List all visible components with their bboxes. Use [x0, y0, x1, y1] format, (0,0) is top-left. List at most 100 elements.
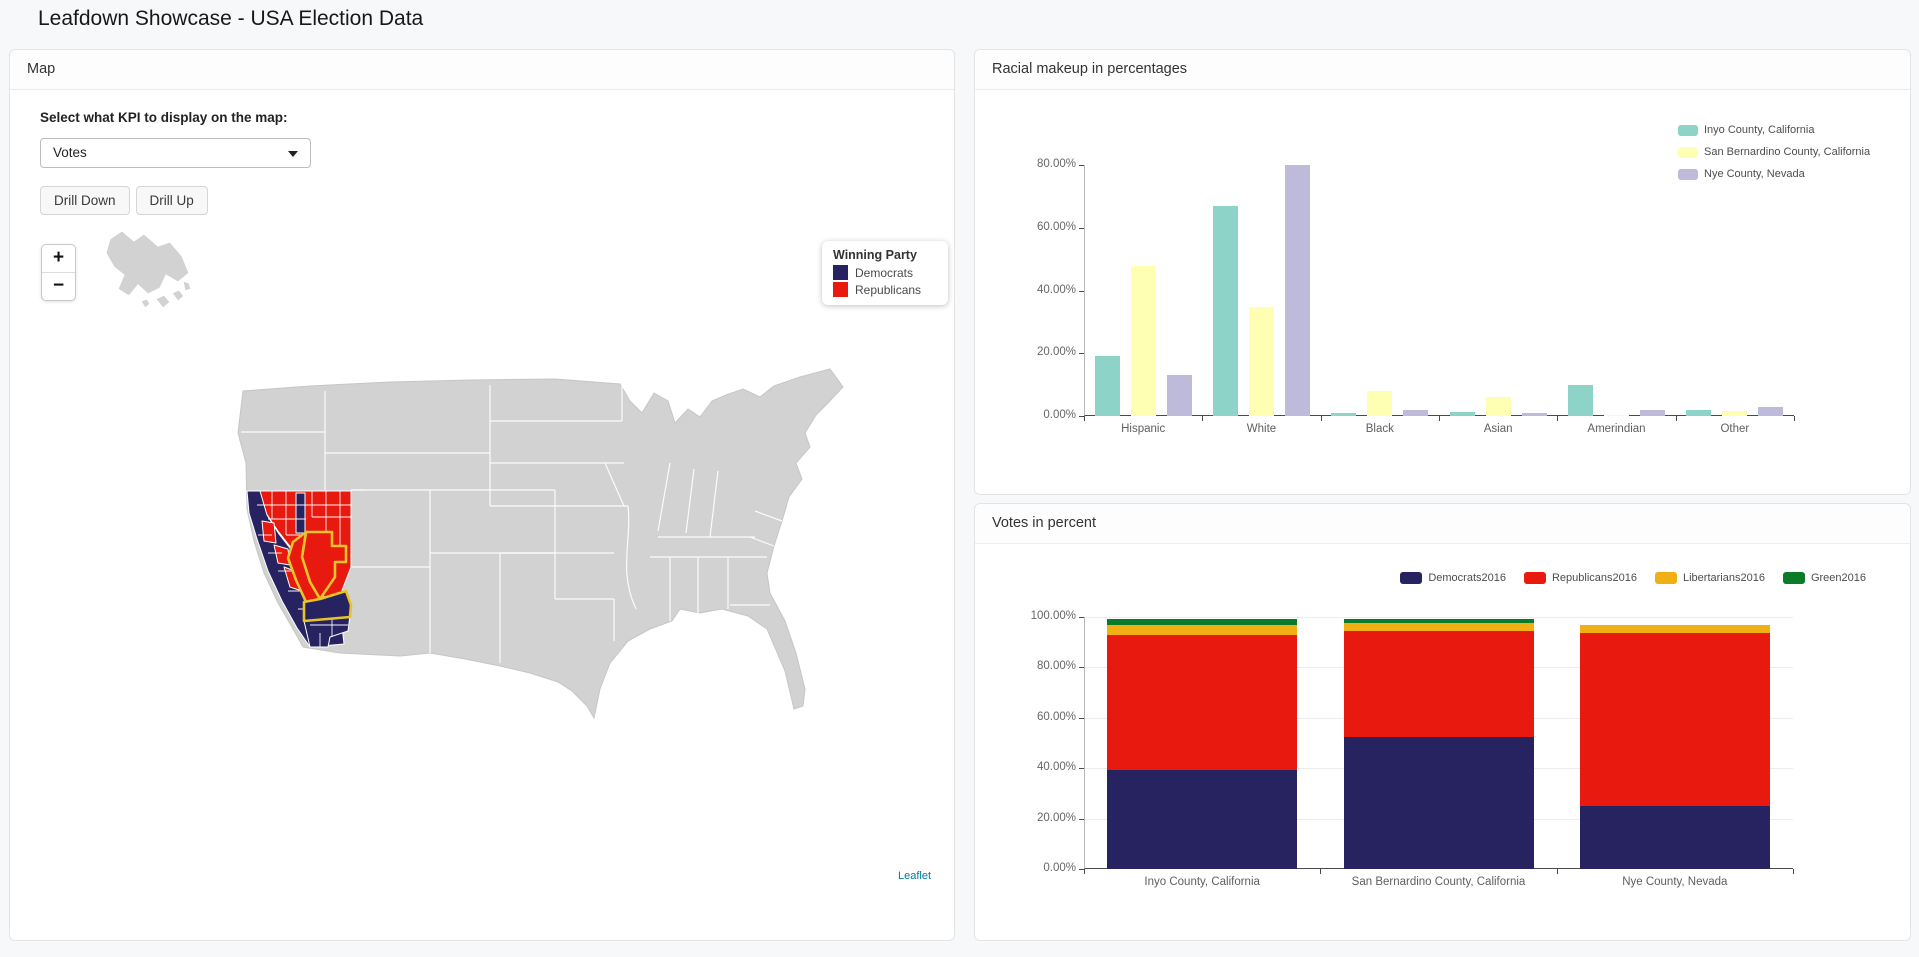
county-republican-valley-1[interactable]: [261, 520, 277, 544]
bar-white-3[interactable]: [1285, 165, 1310, 416]
y-axis-tick: [1079, 416, 1084, 417]
y-axis-tick-label: 40.00%: [1036, 761, 1076, 774]
chart-legend-item[interactable]: Democrats2016: [1400, 572, 1506, 584]
chart-legend-item[interactable]: Nye County, Nevada: [1678, 168, 1805, 180]
bar-asian-1[interactable]: [1449, 411, 1475, 416]
stack-segment-democrats2016[interactable]: [1579, 806, 1770, 869]
x-axis-category-label: Hispanic: [1121, 423, 1166, 435]
racial-makeup-panel-title: Racial makeup in percentages: [975, 50, 1910, 90]
y-axis-tick-label: 0.00%: [1043, 862, 1076, 874]
bar-other-1[interactable]: [1686, 410, 1712, 416]
bar-white-1[interactable]: [1213, 206, 1238, 416]
alaska-shape[interactable]: [105, 230, 192, 309]
x-axis-category-label: Asian: [1483, 423, 1513, 435]
racial-makeup-chart: 0.00% 20.00% 40.00% 60.00% 80.00% Hispanic Whi…: [975, 90, 1910, 494]
bar-amerindian-3[interactable]: [1640, 409, 1665, 416]
legend-color-marker: [1782, 572, 1805, 584]
bar-hispanic-2[interactable]: [1130, 265, 1156, 416]
x-axis-tick: [1320, 869, 1322, 874]
legend-series-label: Inyo County, California: [1704, 124, 1815, 136]
stack-segment-green2016[interactable]: [1343, 618, 1534, 623]
x-axis-tick: [1084, 416, 1085, 421]
x-axis-tick: [1675, 416, 1677, 421]
map-zoom-control: + −: [41, 244, 76, 301]
county-democrat-strip[interactable]: [295, 492, 306, 534]
x-axis-tick: [1556, 869, 1558, 874]
bar-other-2[interactable]: [1722, 410, 1748, 416]
chart-legend-item[interactable]: Inyo County, California: [1678, 124, 1814, 136]
bar-black-1[interactable]: [1331, 413, 1357, 416]
y-axis-tick: [1079, 869, 1084, 870]
y-axis-tick: [1079, 667, 1084, 669]
stack-segment-republicans2016[interactable]: [1579, 633, 1770, 806]
x-axis-category-label: Nye County, Nevada: [1622, 876, 1728, 888]
stack-segment-libertarians2016[interactable]: [1343, 622, 1534, 631]
y-axis-tick: [1079, 227, 1084, 229]
bar-white-2[interactable]: [1249, 306, 1274, 416]
bar-other-3[interactable]: [1758, 406, 1784, 416]
county-san-bernardino-selected[interactable]: [302, 589, 353, 623]
y-axis-tick: [1079, 290, 1084, 292]
bar-hispanic-1[interactable]: [1094, 355, 1120, 416]
app-header: Leafdown Showcase - USA Election Data: [0, 0, 1919, 42]
kpi-select[interactable]: Votes: [40, 138, 311, 168]
y-axis-tick-label: 60.00%: [1036, 710, 1076, 723]
legend-color-marker: [1678, 146, 1698, 158]
racial-makeup-plot-area: [1084, 165, 1794, 416]
legend-color-marker: [1523, 572, 1546, 584]
y-axis-tick-label: 80.00%: [1036, 660, 1076, 673]
x-axis-category-label: Other: [1720, 423, 1750, 435]
stack-segment-libertarians2016[interactable]: [1579, 625, 1770, 634]
chart-legend-item[interactable]: Republicans2016: [1523, 572, 1637, 584]
stack-segment-democrats2016[interactable]: [1343, 737, 1534, 869]
legend-series-label: Nye County, Nevada: [1704, 168, 1805, 180]
y-axis-tick-label: 100.00%: [1030, 610, 1076, 622]
map-panel-title: Map: [10, 50, 954, 90]
bar-black-2[interactable]: [1367, 390, 1393, 416]
democrats-color-swatch: [833, 265, 848, 280]
stack-segment-libertarians2016[interactable]: [1107, 624, 1298, 636]
legend-color-marker: [1678, 168, 1698, 180]
votes-percent-chart: 0.00% 20.00% 40.00% 60.00% 80.00% 100.00% Inyo…: [975, 544, 1910, 940]
stack-segment-democrats2016[interactable]: [1107, 769, 1298, 869]
bar-hispanic-3[interactable]: [1166, 375, 1192, 416]
x-axis-category-label: Amerindian: [1587, 423, 1646, 435]
winning-party-legend-title: Winning Party: [833, 248, 917, 262]
winning-party-legend-label: Republicans: [855, 282, 922, 297]
y-axis-tick-label: 20.00%: [1036, 346, 1076, 359]
bar-amerindian-1[interactable]: [1568, 384, 1593, 416]
drill-down-button[interactable]: Drill Down: [40, 186, 130, 215]
zoom-out-button[interactable]: −: [52, 275, 65, 296]
state-borders: [241, 385, 783, 663]
y-axis-tick: [1079, 617, 1084, 618]
stack-segment-republicans2016[interactable]: [1107, 635, 1298, 770]
drill-up-button[interactable]: Drill Up: [135, 186, 208, 215]
bar-amerindian-2[interactable]: [1604, 415, 1629, 416]
x-axis-tick: [1793, 869, 1794, 874]
bar-asian-3[interactable]: [1521, 412, 1547, 416]
legend-color-marker: [1678, 124, 1698, 136]
kpi-select-label: Select what KPI to display on the map:: [40, 110, 288, 125]
bar-asian-2[interactable]: [1485, 397, 1511, 416]
y-axis-tick-label: 60.00%: [1036, 220, 1076, 233]
zoom-in-button[interactable]: +: [42, 245, 75, 273]
gridline: [1085, 617, 1793, 618]
x-axis-tick: [1439, 416, 1440, 421]
bar-black-3[interactable]: [1403, 409, 1429, 416]
stack-segment-republicans2016[interactable]: [1343, 630, 1534, 738]
chart-legend: Democrats2016 Republicans2016 Libertarians…: [1400, 572, 1866, 584]
legend-color-marker: [1400, 572, 1423, 584]
y-axis-tick-label: 80.00%: [1036, 158, 1076, 170]
votes-percent-panel-title: Votes in percent: [975, 504, 1910, 544]
x-axis-category-label: Black: [1365, 423, 1394, 435]
chart-legend-item[interactable]: Green2016: [1782, 572, 1866, 584]
stack-segment-green2016[interactable]: [1107, 618, 1298, 625]
leaflet-map[interactable]: + − Winning Party Democrats Republicans L…: [10, 90, 954, 940]
leaflet-attribution-link[interactable]: Leaflet: [897, 870, 931, 882]
legend-series-label: Green2016: [1810, 572, 1866, 584]
chart-legend-item[interactable]: San Bernardino County, California: [1678, 146, 1870, 158]
x-axis-tick: [1557, 416, 1559, 421]
x-axis-category-label: White: [1246, 423, 1277, 435]
winning-party-legend: Winning Party Democrats Republicans: [822, 241, 948, 305]
chart-legend-item[interactable]: Libertarians2016: [1655, 572, 1765, 584]
